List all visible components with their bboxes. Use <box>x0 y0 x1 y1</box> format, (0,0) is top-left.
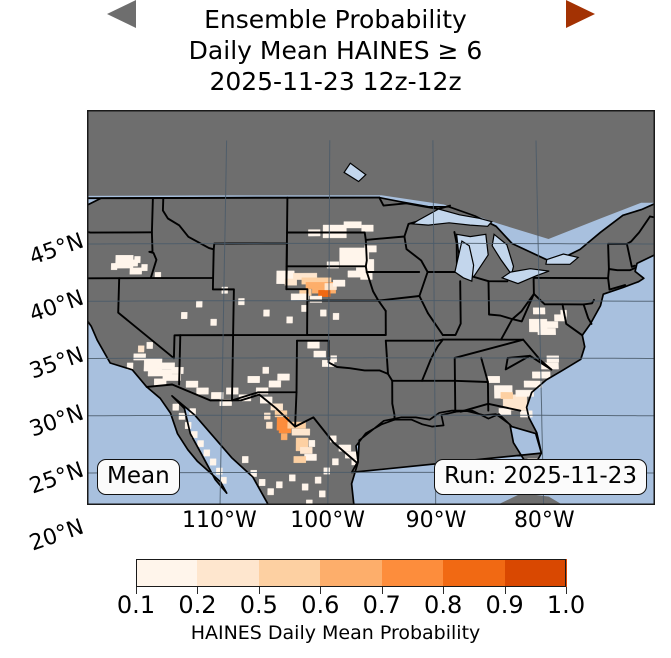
colorbar-segment-6 <box>504 559 567 587</box>
political-borders-layer <box>87 196 655 505</box>
lon-label-90: 90°W <box>405 508 467 533</box>
colorbar-segment-3 <box>320 559 383 587</box>
mean-annotation-box: Mean <box>97 459 180 495</box>
map-panel[interactable]: Mean Run: 2025-11-23 <box>87 110 655 505</box>
page-title: Ensemble Probability Daily Mean HAINES ≥… <box>0 4 671 97</box>
colorbar-tick-4 <box>381 587 383 594</box>
lon-label-110: 110°W <box>181 508 257 533</box>
lat-label-30: 30°N <box>26 400 88 443</box>
title-line-2: Daily Mean HAINES ≥ 6 <box>188 36 483 65</box>
colorbar-tick-label-2: 0.5 <box>239 591 278 619</box>
lat-label-35: 35°N <box>26 343 88 385</box>
lat-label-45: 45°N <box>26 228 88 271</box>
colorbar-tick-label-6: 0.9 <box>485 591 524 619</box>
colorbar-tick-label-3: 0.6 <box>301 591 340 619</box>
graticule-layer <box>87 140 655 505</box>
colorbar-tick-5 <box>443 587 445 594</box>
run-annotation-box: Run: 2025-11-23 <box>434 459 647 495</box>
lat-label-20: 20°N <box>26 514 88 557</box>
lat-label-40: 40°N <box>26 285 88 328</box>
colorbar-segment-5 <box>443 559 506 587</box>
colorbar-over-arrow <box>566 0 595 28</box>
colorbar-tick-1 <box>197 587 199 594</box>
map-canvas[interactable] <box>87 110 655 505</box>
colorbar-tick-label-5: 0.8 <box>424 591 463 619</box>
colorbar-tick-6 <box>504 587 506 594</box>
colorbar-under-arrow <box>107 0 136 28</box>
colorbar-tick-label-4: 0.7 <box>362 591 401 619</box>
map-frame <box>87 110 655 505</box>
colorbar[interactable] <box>136 559 567 587</box>
lon-label-80: 80°W <box>513 508 575 533</box>
colorbar-tick-2 <box>258 587 260 594</box>
colorbar-segment-2 <box>258 559 321 587</box>
lat-label-25: 25°N <box>26 457 88 500</box>
colorbar-tick-label-0: 0.1 <box>116 591 156 619</box>
title-line-1: Ensemble Probability <box>204 5 467 34</box>
colorbar-tick-3 <box>320 587 322 594</box>
colorbar-segment-4 <box>381 559 444 587</box>
colorbar-tick-0 <box>136 587 137 594</box>
lakes-layer <box>343 162 580 285</box>
title-line-3: 2025-11-23 12z-12z <box>209 67 462 96</box>
colorbar-segment-1 <box>197 559 260 587</box>
colorbar-tick-label-7: 1.0 <box>546 591 586 619</box>
colorbar-segment-0 <box>136 559 199 587</box>
colorbar-tick-label-1: 0.2 <box>178 591 217 619</box>
lon-label-100: 100°W <box>290 508 366 533</box>
colorbar-tick-7 <box>566 587 567 594</box>
colorbar-label: HAINES Daily Mean Probability <box>190 622 481 644</box>
